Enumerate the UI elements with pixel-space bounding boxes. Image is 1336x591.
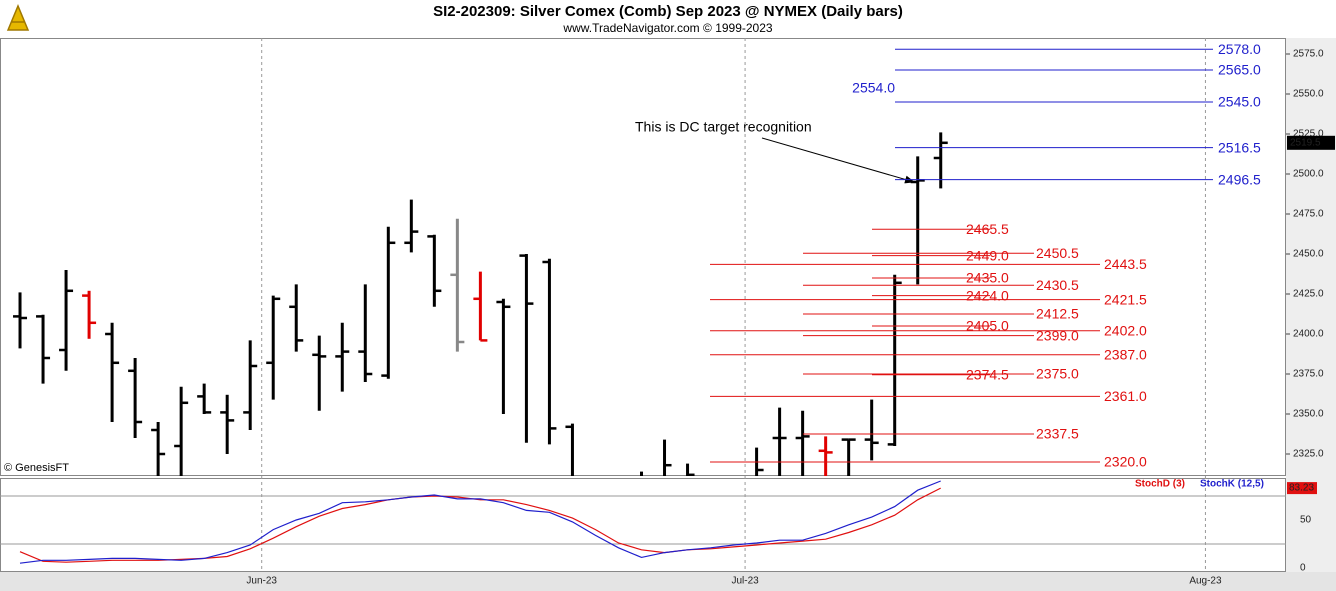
logo bbox=[6, 4, 30, 31]
x-tick-label: Jun-23 bbox=[246, 576, 277, 587]
watermark: © GenesisFT bbox=[4, 462, 69, 474]
last-price-label: 2519.5 bbox=[1290, 137, 1321, 148]
target-label: 2496.5 bbox=[1218, 171, 1261, 187]
chart-title: SI2-202309: Silver Comex (Comb) Sep 2023… bbox=[433, 3, 903, 20]
y-tick-label: 2400.0 bbox=[1293, 329, 1324, 340]
y-tick-label: 2450.0 bbox=[1293, 249, 1324, 260]
target-label: 2554.0 bbox=[852, 79, 895, 95]
y-tick-label: 2550.0 bbox=[1293, 89, 1324, 100]
y-tick-label: 2575.0 bbox=[1293, 49, 1324, 60]
target-label: 2449.0 bbox=[966, 247, 1009, 263]
target-label: 2320.0 bbox=[1104, 454, 1147, 470]
target-label: 2424.0 bbox=[966, 287, 1009, 303]
target-label: 2399.0 bbox=[1036, 327, 1079, 343]
y-tick-label: 2425.0 bbox=[1293, 289, 1324, 300]
target-label: 2435.0 bbox=[966, 270, 1009, 286]
y-tick-label: 2525.0 bbox=[1293, 129, 1324, 140]
y-tick-label: 2475.0 bbox=[1293, 209, 1324, 220]
stoch-pane bbox=[0, 478, 1286, 572]
last-price-box bbox=[1287, 135, 1335, 150]
target-label: 2430.5 bbox=[1036, 277, 1079, 293]
target-label: 2516.5 bbox=[1218, 139, 1261, 155]
target-label: 2375.0 bbox=[1036, 366, 1079, 382]
stoch-value-box bbox=[1287, 482, 1317, 495]
target-label: 2402.0 bbox=[1104, 323, 1147, 339]
target-label: 2361.0 bbox=[1104, 388, 1147, 404]
y-tick-label: 50 bbox=[1300, 515, 1312, 526]
target-label: 2337.5 bbox=[1036, 426, 1079, 442]
y-tick-label: 2500.0 bbox=[1293, 169, 1324, 180]
target-label: 2443.5 bbox=[1104, 256, 1147, 272]
target-label: 2465.5 bbox=[966, 221, 1009, 237]
x-tick-label: Jul-23 bbox=[731, 576, 759, 587]
target-label: 2412.5 bbox=[1036, 306, 1079, 322]
chart-subtitle: www.TradeNavigator.com © 1999-2023 bbox=[562, 21, 772, 35]
x-tick-label: Aug-23 bbox=[1189, 576, 1222, 587]
annotation-arrow bbox=[761, 137, 915, 184]
target-label: 2374.5 bbox=[966, 367, 1009, 383]
date-strip bbox=[0, 572, 1336, 591]
target-label: 2450.5 bbox=[1036, 245, 1079, 261]
y-tick-label: 2350.0 bbox=[1293, 409, 1324, 420]
stoch-line bbox=[19, 480, 941, 564]
y-tick-label: 0 bbox=[1300, 563, 1306, 574]
target-label: 2565.0 bbox=[1218, 62, 1261, 78]
y-tick-label: 2325.0 bbox=[1293, 449, 1324, 460]
target-label: 2545.0 bbox=[1218, 94, 1261, 110]
stoch-value-label: 83.23 bbox=[1289, 483, 1314, 494]
target-label: 2387.0 bbox=[1104, 347, 1147, 363]
legend-entry: StochK (12,5) bbox=[1200, 479, 1264, 490]
target-label: 2405.0 bbox=[966, 318, 1009, 334]
target-label: 2578.0 bbox=[1218, 41, 1261, 57]
price-plot bbox=[13, 132, 948, 476]
annotation: This is DC target recognition bbox=[635, 119, 812, 135]
y-tick-label: 2375.0 bbox=[1293, 369, 1324, 380]
target-label: 2421.5 bbox=[1104, 291, 1147, 307]
legend-entry: StochD (3) bbox=[1135, 479, 1185, 490]
